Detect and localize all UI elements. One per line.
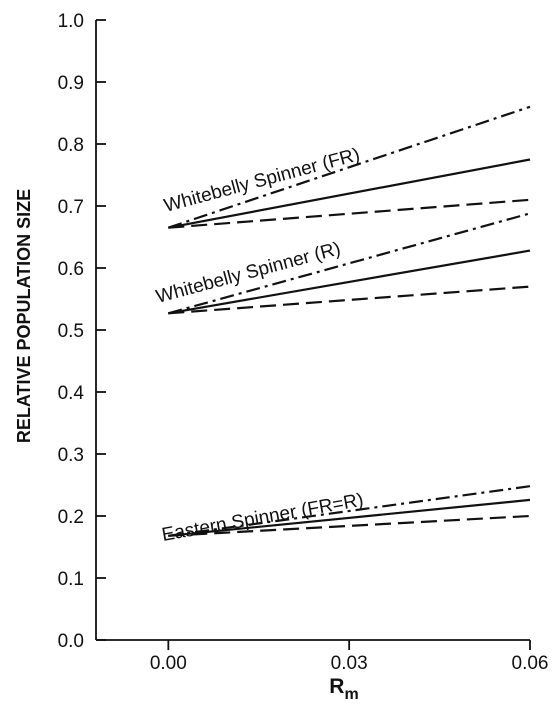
y-tick-label: 1.0 [58,11,84,32]
series-line-group3-dashdot [168,485,531,537]
x-axis-title: Rm [329,675,358,703]
x-tick-label: 0.00 [150,653,187,674]
annotations: Whitebelly Spinner (FR) Whitebelly Spinn… [154,144,365,546]
y-tick-label: 0.3 [58,445,84,466]
x-axis-title-main: R [329,675,344,698]
series-line-group2-solid [168,249,531,315]
y-tick-label: 0.4 [58,383,85,404]
series-line-group1-dashed [168,198,531,229]
series-line-group2-dashdot [168,212,531,315]
x-axis-title-sub: m [344,686,358,703]
y-tick-label: 0.8 [58,135,84,156]
series-line-group3-solid [168,498,531,537]
y-tick-label: 0.0 [58,631,84,652]
axes [95,20,530,641]
series-line-group2-dashed [168,285,531,315]
y-axis-title: RELATIVE POPULATION SIZE [14,189,34,443]
y-tick-label: 0.7 [58,197,84,218]
x-tick-label: 0.06 [512,653,549,674]
series-line-group3-dashed [168,514,531,537]
series-layer [167,105,531,537]
y-tick-label: 0.5 [58,321,84,342]
annotation-whitebelly-fr: Whitebelly Spinner (FR) [162,144,362,216]
annotation-whitebelly-r: Whitebelly Spinner (R) [154,238,343,307]
y-tick-label: 0.2 [58,507,84,528]
series-line-group1-dashdot [167,105,531,229]
annotation-eastern: Eastern Spinner (FR=R) [160,490,365,546]
x-tick-label: 0.03 [331,653,368,674]
x-ticks: 0.00 0.03 0.06 [150,640,549,674]
y-tick-label: 0.9 [58,73,84,94]
y-tick-label: 0.1 [58,569,84,590]
y-tick-label: 0.6 [58,259,84,280]
series-line-group1-solid [168,158,531,229]
y-ticks: 0.0 0.1 0.2 0.3 0.4 0.5 0.6 0.7 0.8 0.9 1.0 [58,11,106,652]
